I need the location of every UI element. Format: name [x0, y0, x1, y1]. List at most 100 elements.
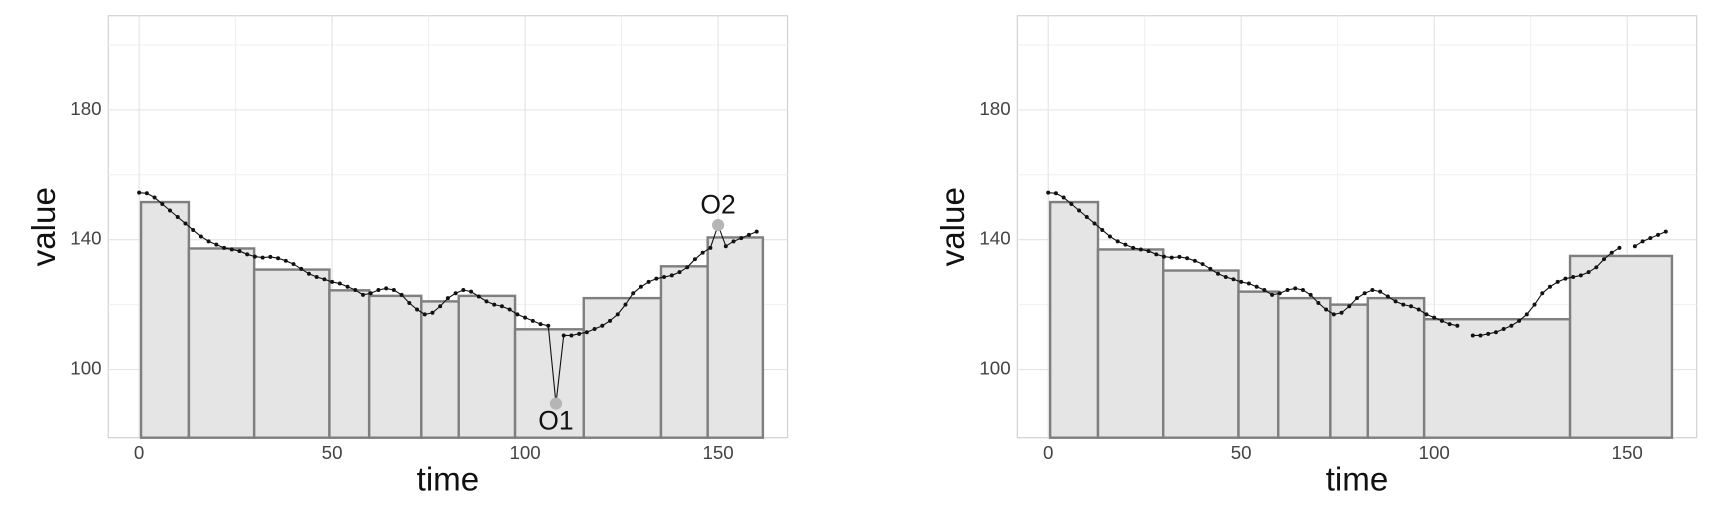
series-point — [438, 304, 443, 309]
series-point — [322, 277, 327, 282]
series-point — [461, 288, 466, 293]
series-point — [160, 202, 165, 206]
series-point — [561, 333, 566, 338]
segment-bar — [1422, 318, 1572, 439]
annotation-label: O2 — [700, 189, 735, 219]
series-point — [538, 322, 543, 327]
series-point — [1169, 255, 1174, 260]
series-point — [1339, 310, 1344, 315]
series-point — [445, 296, 450, 301]
series-point — [1540, 291, 1545, 296]
x-tick-label: 0 — [1043, 442, 1053, 463]
x-tick-label: 0 — [134, 442, 144, 463]
series-point — [1648, 236, 1653, 241]
series-point — [168, 208, 172, 213]
series-point — [631, 291, 636, 296]
series-point — [700, 250, 705, 255]
series-point — [1439, 318, 1444, 323]
series-point — [746, 232, 751, 237]
series-point — [183, 221, 188, 226]
y-tick-label: 180 — [979, 98, 1010, 119]
series-point — [499, 304, 504, 309]
series-point — [361, 292, 365, 297]
series-point — [1509, 323, 1514, 328]
series-point — [492, 302, 497, 307]
segment-bar — [582, 296, 663, 439]
series-point — [260, 255, 265, 260]
series-point — [245, 252, 250, 257]
series-point — [291, 262, 296, 267]
series-point — [1501, 326, 1506, 331]
series-point — [252, 254, 257, 259]
segment-bar — [1277, 296, 1332, 439]
segment-bar — [457, 294, 517, 439]
series-point — [353, 288, 358, 293]
segment-bar — [367, 294, 423, 439]
series-point — [191, 227, 196, 232]
series-point — [1131, 245, 1136, 250]
series-point — [1656, 232, 1661, 237]
series-point — [1115, 239, 1120, 244]
series-point — [1285, 288, 1290, 293]
series-point — [1277, 291, 1282, 296]
series-point — [268, 254, 273, 259]
series-point — [1632, 244, 1637, 249]
series-point — [306, 271, 311, 276]
series-point — [214, 242, 219, 247]
segment-bar — [1568, 254, 1674, 439]
series-point — [330, 279, 335, 284]
series-point — [1053, 191, 1058, 196]
segment-bar — [1366, 296, 1426, 439]
series-point — [399, 292, 404, 297]
series-point — [469, 289, 474, 294]
series-point — [1663, 229, 1668, 234]
series-point — [1270, 292, 1275, 297]
y-tick-label: 100 — [979, 357, 1010, 378]
series-point — [1231, 277, 1236, 282]
series-point — [1069, 202, 1074, 206]
series-point — [669, 273, 674, 278]
series-point — [1246, 281, 1251, 286]
series-point — [1300, 288, 1305, 293]
series-point — [1578, 273, 1583, 278]
series-point — [1154, 252, 1159, 257]
series-point — [546, 323, 551, 328]
series-point — [600, 323, 605, 328]
y-tick-label: 100 — [70, 357, 101, 378]
series-point — [1455, 323, 1460, 328]
segment-bar — [420, 300, 460, 439]
series-point — [1061, 195, 1066, 200]
series-point — [337, 281, 342, 286]
y-axis-title: value — [935, 187, 972, 266]
segment-bar — [659, 265, 709, 439]
series-point — [1084, 215, 1089, 219]
series-point — [1162, 254, 1166, 259]
annotation-point — [549, 397, 563, 410]
series-point — [685, 265, 690, 270]
series-point — [1216, 271, 1221, 276]
series-point — [1293, 286, 1298, 291]
y-tick-label: 140 — [70, 228, 101, 249]
y-tick-label: 180 — [70, 98, 101, 119]
x-tick-label: 100 — [1419, 442, 1450, 463]
segment-bar — [1096, 248, 1165, 439]
series-point — [1362, 291, 1367, 296]
series-point — [484, 299, 489, 304]
x-tick-label: 100 — [509, 442, 540, 463]
y-axis-title: value — [26, 187, 63, 266]
series-point — [708, 245, 713, 250]
series-point — [1138, 247, 1143, 252]
series-point — [1316, 301, 1321, 305]
x-axis-title: time — [1326, 462, 1389, 499]
chart: 0 50 100 150 100 140 180 O1 O2 time value — [26, 15, 789, 499]
series-point — [646, 279, 651, 284]
series-point — [731, 239, 736, 244]
series-point — [1393, 299, 1398, 304]
series-point — [430, 310, 435, 315]
series-point — [276, 256, 281, 261]
series-point — [1532, 302, 1537, 307]
series-point — [229, 247, 234, 252]
series-point — [198, 234, 203, 239]
